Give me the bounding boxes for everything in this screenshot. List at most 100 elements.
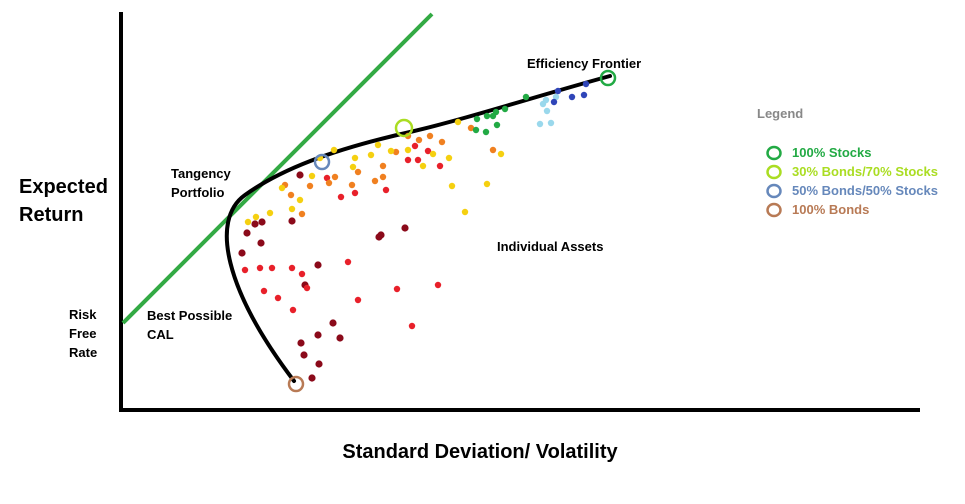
y-axis-title: Expected Return — [19, 176, 114, 226]
asset-dot-lightblue — [539, 100, 547, 108]
cal-label-line-2: CAL — [147, 327, 174, 342]
risk-free-line-2: Free — [69, 326, 96, 341]
asset-dot-yellow — [367, 151, 375, 159]
asset-dot-red — [260, 287, 268, 295]
asset-dot-green — [489, 112, 497, 120]
asset-dot-yellow — [330, 146, 338, 154]
asset-dot-red — [256, 264, 264, 272]
asset-dot-red — [393, 285, 401, 293]
asset-dot-orange — [379, 162, 387, 170]
asset-dot-lightblue — [536, 120, 544, 128]
asset-dot-yellow — [497, 150, 505, 158]
asset-dot-yellow — [429, 150, 437, 158]
asset-dot-red — [289, 306, 297, 314]
asset-dot-yellow — [252, 213, 260, 221]
asset-dot-yellow — [445, 154, 453, 162]
asset-dot-red — [344, 258, 352, 266]
asset-dot-yellow — [288, 205, 296, 213]
asset-dot-lightblue — [543, 107, 551, 115]
asset-dot-darkred — [308, 374, 316, 382]
asset-dot-yellow — [244, 218, 252, 226]
asset-dot-orange — [331, 173, 339, 181]
asset-dot-yellow — [266, 209, 274, 217]
asset-dot-yellow — [404, 146, 412, 154]
asset-dot-red — [382, 186, 390, 194]
asset-dot-blue — [580, 91, 588, 99]
legend-marker-2 — [766, 183, 782, 199]
legend-marker-1 — [766, 164, 782, 180]
asset-dot-orange — [467, 124, 475, 132]
risk-free-rate-label: Risk Free Rate — [69, 307, 100, 360]
legend-label-2: 50% Bonds/50% Stocks — [792, 183, 938, 198]
asset-dot-darkred — [401, 224, 409, 232]
legend-label-1: 30% Bonds/70% Stocks — [792, 164, 938, 179]
best-possible-cal-label: Best Possible CAL — [147, 308, 236, 342]
asset-dot-red — [274, 294, 282, 302]
asset-dot-red — [404, 156, 412, 164]
asset-dot-orange — [354, 168, 362, 176]
asset-dot-yellow — [351, 154, 359, 162]
asset-dot-darkred — [314, 331, 322, 339]
asset-dot-orange — [298, 210, 306, 218]
asset-dot-green — [483, 112, 491, 120]
asset-dot-orange — [348, 181, 356, 189]
asset-dot-lightblue — [552, 93, 560, 101]
asset-dot-orange — [392, 148, 400, 156]
cal-label-line-1: Best Possible — [147, 308, 232, 323]
asset-dot-orange — [371, 177, 379, 185]
capital-allocation-line — [121, 12, 434, 325]
asset-dot-blue — [582, 80, 590, 88]
asset-dot-darkred — [296, 171, 304, 179]
legend-label-3: 100% Bonds — [792, 202, 869, 217]
frontier-marker-1 — [394, 118, 414, 138]
asset-dot-darkred — [257, 239, 265, 247]
x-axis-title: Standard Deviation/ Volatility — [342, 441, 618, 463]
risk-free-line-3: Rate — [69, 345, 97, 360]
asset-dot-orange — [415, 136, 423, 144]
asset-dot-darkred — [300, 351, 308, 359]
asset-dot-yellow — [387, 147, 395, 155]
asset-dot-lightblue — [547, 119, 555, 127]
asset-dot-blue — [550, 98, 558, 106]
asset-dot-orange — [426, 132, 434, 140]
asset-dot-darkred — [288, 217, 296, 225]
asset-dot-blue — [554, 87, 562, 95]
asset-dot-red — [303, 284, 311, 292]
asset-dot-yellow — [278, 184, 286, 192]
asset-dot-red — [241, 266, 249, 274]
asset-dot-green — [473, 115, 481, 123]
frontier-marker-0 — [599, 69, 617, 87]
asset-dot-red — [351, 189, 359, 197]
asset-dot-green — [493, 121, 501, 129]
asset-dot-green — [522, 93, 530, 101]
legend-marker-3 — [766, 202, 782, 218]
asset-dot-red — [408, 322, 416, 330]
asset-dot-darkred — [315, 360, 323, 368]
tangency-label-line-1: Tangency — [171, 166, 231, 181]
asset-dot-yellow — [308, 172, 316, 180]
asset-dot-green — [482, 128, 490, 136]
individual-assets-label: Individual Assets — [497, 239, 603, 254]
frontier-portfolio-markers — [287, 69, 617, 393]
asset-dot-yellow — [296, 196, 304, 204]
asset-dot-orange — [325, 179, 333, 187]
asset-dot-darkred — [258, 218, 266, 226]
individual-asset-points — [238, 80, 590, 382]
risk-free-line-1: Risk — [69, 307, 97, 322]
legend-items: 100% Stocks 30% Bonds/70% Stocks 50% Bonds… — [766, 145, 938, 218]
asset-dot-darkred — [336, 334, 344, 342]
asset-dot-yellow — [483, 180, 491, 188]
legend-title: Legend — [757, 106, 803, 121]
asset-dot-green — [472, 126, 480, 134]
asset-dot-orange — [287, 191, 295, 199]
asset-dot-red — [288, 264, 296, 272]
asset-dot-orange — [379, 173, 387, 181]
frontier-marker-3 — [287, 375, 305, 393]
frontier-marker-2 — [313, 153, 331, 171]
asset-dot-yellow — [374, 141, 382, 149]
y-axis-title-line-1: Expected — [19, 176, 108, 198]
asset-dot-red — [323, 174, 331, 182]
asset-dot-red — [337, 193, 345, 201]
asset-dot-darkred — [297, 339, 305, 347]
legend-label-0: 100% Stocks — [792, 145, 872, 160]
